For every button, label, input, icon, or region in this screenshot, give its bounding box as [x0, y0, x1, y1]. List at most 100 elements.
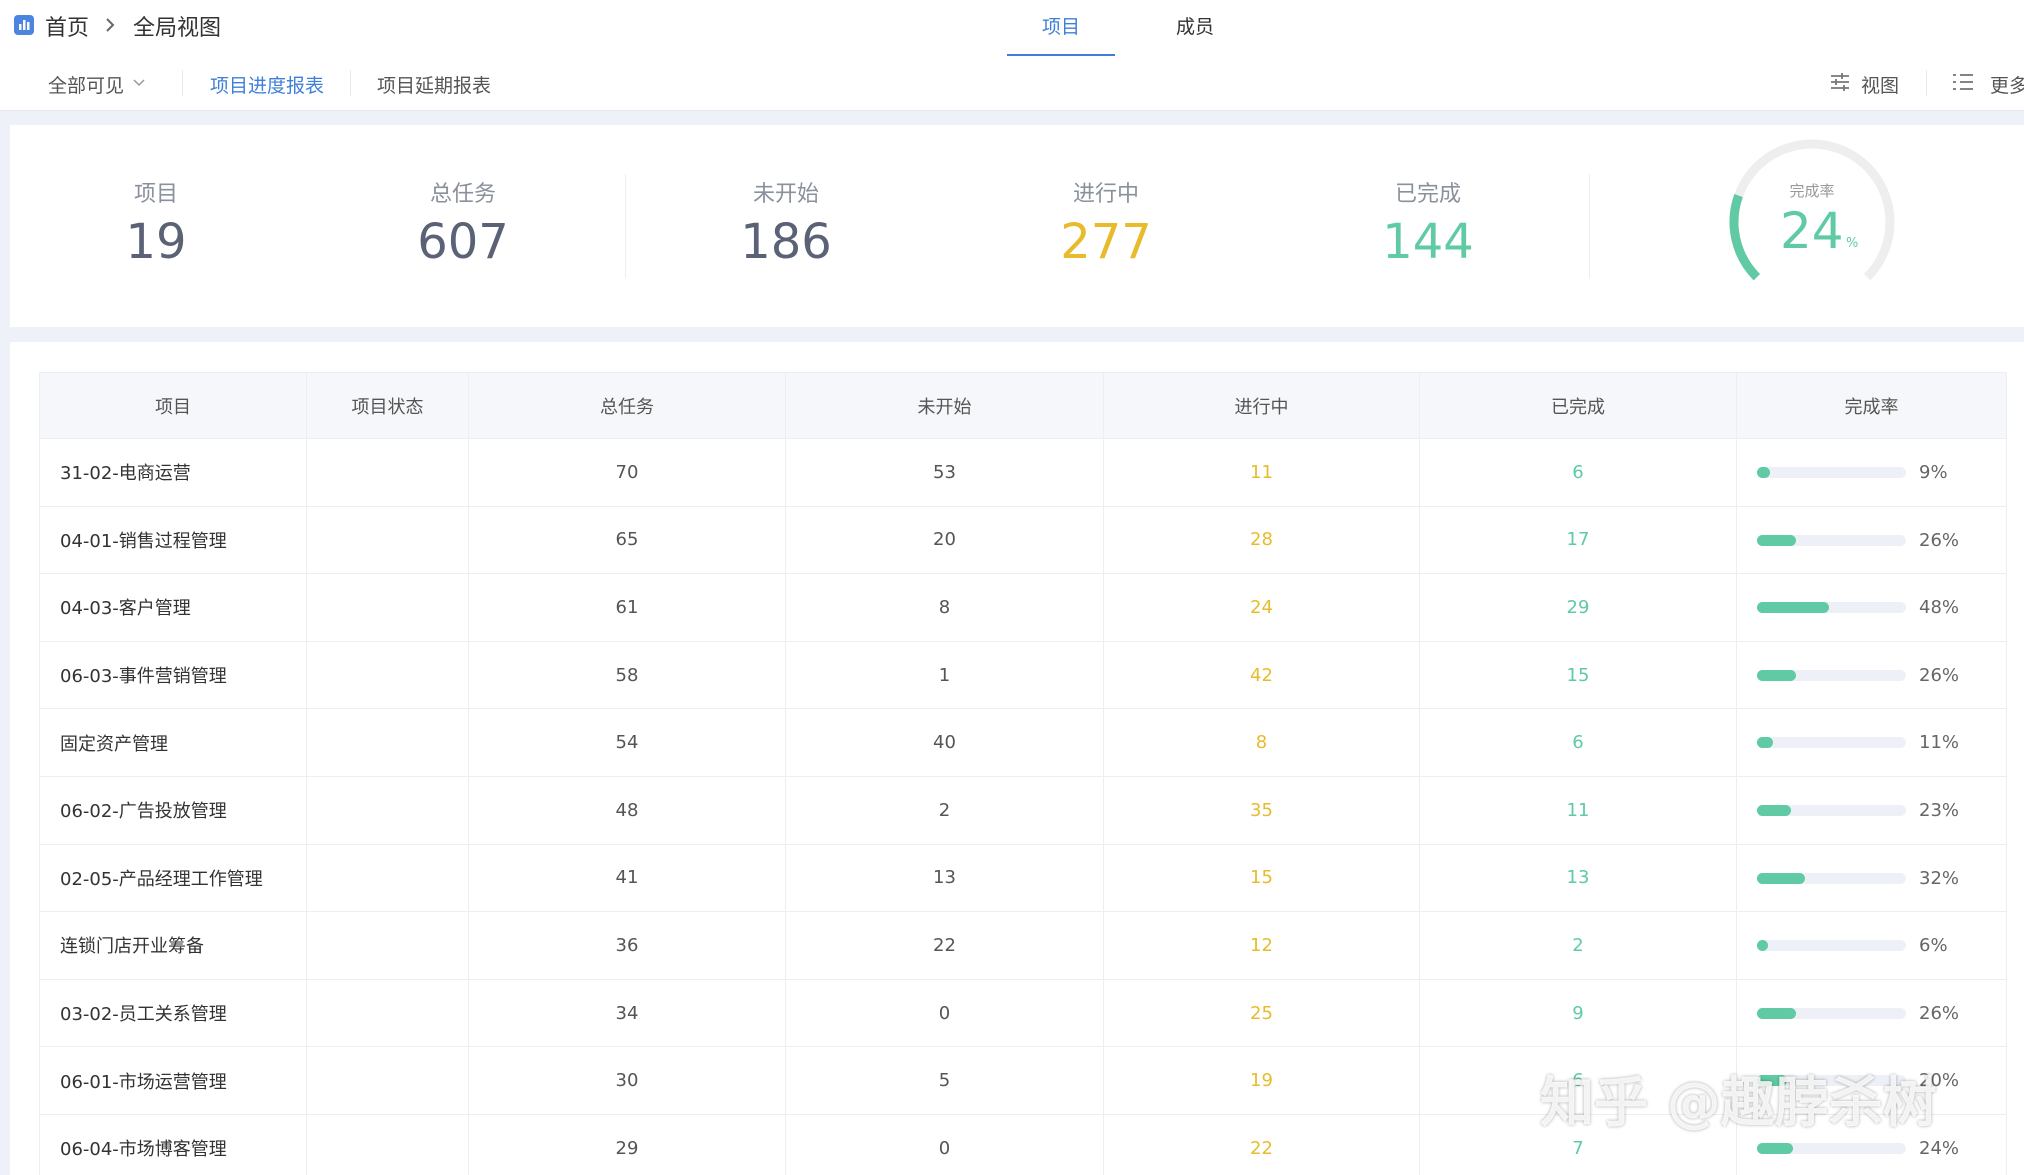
table-cell: 48	[469, 777, 786, 845]
cell-value: 6	[1572, 461, 1584, 483]
project-name[interactable]: 04-03-客户管理	[60, 598, 191, 620]
summary-label: 已完成	[1394, 182, 1461, 207]
project-name[interactable]: 03-02-员工关系管理	[60, 1004, 227, 1026]
table-cell: 2	[786, 777, 1104, 845]
progress-fill	[1757, 940, 1768, 952]
table-cell: 5	[786, 1047, 1104, 1115]
cell-value: 11	[1566, 799, 1590, 821]
toolbar-action[interactable]: 更多	[1990, 75, 2024, 97]
completion-gauge	[1729, 139, 1895, 281]
progress-track	[1757, 872, 1906, 884]
cell-value: 17	[1566, 529, 1590, 551]
project-name[interactable]: 31-02-电商运营	[60, 463, 191, 485]
table-cell	[307, 979, 469, 1048]
column-header-text: 未开始	[917, 396, 972, 418]
progress-track	[1757, 1007, 1906, 1019]
cell-value: 7	[1572, 1137, 1584, 1159]
cell-value: 9	[1572, 1002, 1584, 1024]
project-name[interactable]: 04-01-销售过程管理	[60, 530, 227, 552]
table-cell: 58	[469, 641, 786, 710]
cell-value: 11	[1250, 461, 1273, 483]
table-cell: 42	[1104, 641, 1420, 710]
column-header-text: 总任务	[600, 396, 654, 418]
cell-value: 30	[615, 1070, 639, 1092]
table-cell	[307, 574, 469, 642]
cell-value: 70	[615, 461, 639, 483]
table-cell: 22	[786, 912, 1104, 980]
table-cell: 2	[1420, 912, 1737, 980]
cell-value: 0	[938, 1137, 951, 1159]
table-cell	[307, 506, 469, 575]
tab[interactable]: 成员	[1175, 16, 1214, 38]
divider	[1926, 70, 1927, 96]
cell-value: 2	[938, 799, 951, 821]
table-cell: 0	[786, 1115, 1104, 1175]
table-cell: 30	[469, 1047, 786, 1115]
project-name[interactable]: 06-02-广告投放管理	[60, 801, 227, 823]
progress-track	[1757, 467, 1906, 478]
project-name[interactable]: 连锁门店开业筹备	[60, 936, 204, 958]
cell-value: 1	[938, 664, 951, 686]
project-name[interactable]: 06-04-市场博客管理	[60, 1139, 227, 1161]
table-cell: 13	[1420, 844, 1737, 913]
cell-value: 15	[1250, 867, 1273, 889]
progress-label: 6%	[1919, 935, 1948, 957]
table-cell: 34	[469, 979, 786, 1048]
column-header: 项目	[39, 372, 307, 439]
table-cell: 41	[469, 844, 786, 913]
column-header-text: 已完成	[1551, 396, 1605, 418]
table-cell: 23%	[1737, 777, 2007, 845]
table-cell: 6	[1420, 1047, 1737, 1115]
table-cell: 29	[1420, 574, 1737, 642]
progress-label: 48%	[1919, 597, 1960, 619]
progress-label: 26%	[1919, 529, 1960, 551]
table-cell: 48%	[1737, 574, 2007, 642]
project-name[interactable]: 固定资产管理	[60, 733, 168, 755]
filter-dropdown[interactable]: 全部可见	[48, 75, 125, 97]
report-link[interactable]: 项目进度报表	[210, 75, 325, 97]
project-name[interactable]: 02-05-产品经理工作管理	[60, 868, 263, 890]
cell-value: 42	[1250, 664, 1273, 686]
progress-fill	[1757, 669, 1796, 681]
table-cell: 40	[786, 709, 1104, 777]
table-cell: 0	[786, 979, 1104, 1048]
cell-value: 36	[615, 934, 639, 956]
toolbar-action[interactable]: 视图	[1861, 75, 1900, 97]
project-name[interactable]: 06-01-市场运营管理	[60, 1071, 227, 1093]
project-name[interactable]: 06-03-事件营销管理	[60, 666, 227, 688]
table-cell: 06-03-事件营销管理	[39, 641, 307, 710]
table-cell: 20%	[1737, 1047, 2007, 1115]
progress-track	[1757, 737, 1906, 749]
table-cell: 28	[1104, 506, 1420, 575]
column-header: 项目状态	[307, 372, 469, 439]
summary-label: 进行中	[1072, 182, 1139, 207]
cell-value: 2	[1572, 934, 1584, 956]
report-link[interactable]: 项目延期报表	[377, 75, 492, 97]
table-cell: 06-04-市场博客管理	[39, 1115, 307, 1175]
breadcrumb-home[interactable]: 首页	[45, 16, 90, 41]
table-cell: 29	[469, 1115, 786, 1175]
table-cell	[307, 777, 469, 845]
divider	[182, 70, 183, 96]
table-cell	[307, 709, 469, 777]
progress-label: 23%	[1919, 800, 1960, 821]
gauge-label: 完成率	[1789, 182, 1835, 200]
table-cell: 70	[469, 439, 786, 507]
table-cell: 1	[786, 641, 1104, 710]
dropdown-caret	[133, 79, 145, 87]
summary-value: 277	[1060, 214, 1152, 270]
table-cell: 36	[469, 912, 786, 980]
breadcrumb-current: 全局视图	[133, 16, 222, 41]
progress-fill	[1757, 1143, 1793, 1154]
view-icon	[1831, 73, 1849, 91]
cell-value: 22	[933, 934, 956, 956]
table-cell	[307, 641, 469, 710]
progress-label: 11%	[1919, 732, 1960, 754]
table-cell	[307, 912, 469, 980]
summary-card	[10, 125, 2024, 327]
tab[interactable]: 项目	[1041, 16, 1080, 38]
cell-value: 28	[1250, 529, 1273, 551]
table-cell: 15	[1104, 844, 1420, 913]
cell-value: 6	[1572, 1070, 1584, 1092]
